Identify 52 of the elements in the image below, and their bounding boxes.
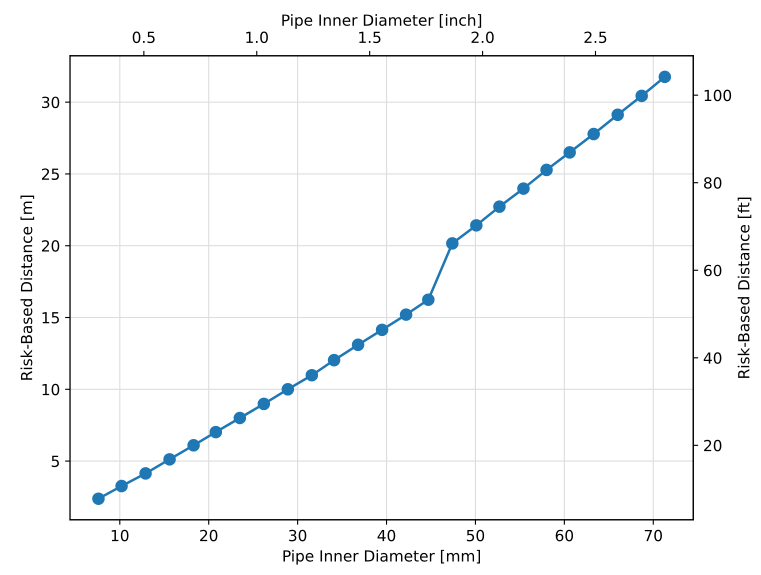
y-tick-label: 15 — [42, 312, 59, 324]
point — [658, 70, 672, 84]
point — [446, 237, 459, 250]
x-tick-label: 40 — [378, 530, 396, 542]
x-axis-title: Pipe Inner Diameter [mm] — [283, 550, 480, 565]
y2-axis-title: Risk-Based Distance [ft] — [738, 198, 752, 378]
point — [328, 354, 340, 366]
y2-tick-label: 40 — [704, 352, 722, 364]
y-tick-label: 20 — [42, 240, 60, 252]
y-tick-label: 30 — [42, 96, 60, 108]
y-tick-label: 10 — [42, 384, 60, 396]
y-tick-label: 5 — [52, 456, 59, 468]
point — [611, 108, 624, 122]
point — [563, 146, 576, 159]
point — [234, 412, 246, 424]
x2-tick-label: 1.0 — [246, 32, 268, 44]
x2-tick-label: 0.5 — [132, 32, 155, 44]
point — [635, 90, 648, 102]
point — [92, 492, 105, 505]
point — [352, 338, 364, 352]
x2-tick-label: 2.0 — [472, 32, 494, 44]
point — [139, 467, 152, 480]
point — [210, 426, 222, 438]
x-tick-label: 70 — [644, 530, 662, 542]
point — [163, 453, 176, 466]
x2-tick-label: 1.5 — [359, 32, 380, 44]
y-tick-label: 25 — [42, 168, 59, 180]
point — [306, 368, 318, 382]
point — [400, 308, 412, 321]
point — [493, 200, 506, 213]
y-axis-title: Risk-Based Distance [m] — [20, 196, 34, 380]
x-tick-label: 30 — [289, 530, 306, 542]
x2-tick-label: 2.5 — [584, 32, 606, 44]
x-tick-label: 60 — [556, 530, 574, 542]
y2-tick-label: 20 — [704, 440, 722, 452]
x-tick-label: 20 — [200, 530, 218, 542]
point — [470, 219, 483, 232]
point — [376, 324, 388, 336]
x2-axis-title: Pipe Inner Diameter [inch] — [282, 14, 482, 29]
point — [540, 164, 553, 176]
x-tick-label: 10 — [112, 530, 129, 542]
point — [282, 383, 294, 396]
point — [422, 293, 435, 306]
point — [587, 128, 600, 140]
y2-tick-label: 100 — [704, 90, 732, 102]
x-tick-label: 50 — [466, 530, 484, 542]
point — [115, 480, 128, 492]
y2-tick-label: 80 — [704, 177, 722, 189]
point — [187, 439, 200, 452]
point — [517, 182, 530, 195]
y2-tick-label: 60 — [704, 264, 722, 276]
point — [258, 398, 270, 410]
